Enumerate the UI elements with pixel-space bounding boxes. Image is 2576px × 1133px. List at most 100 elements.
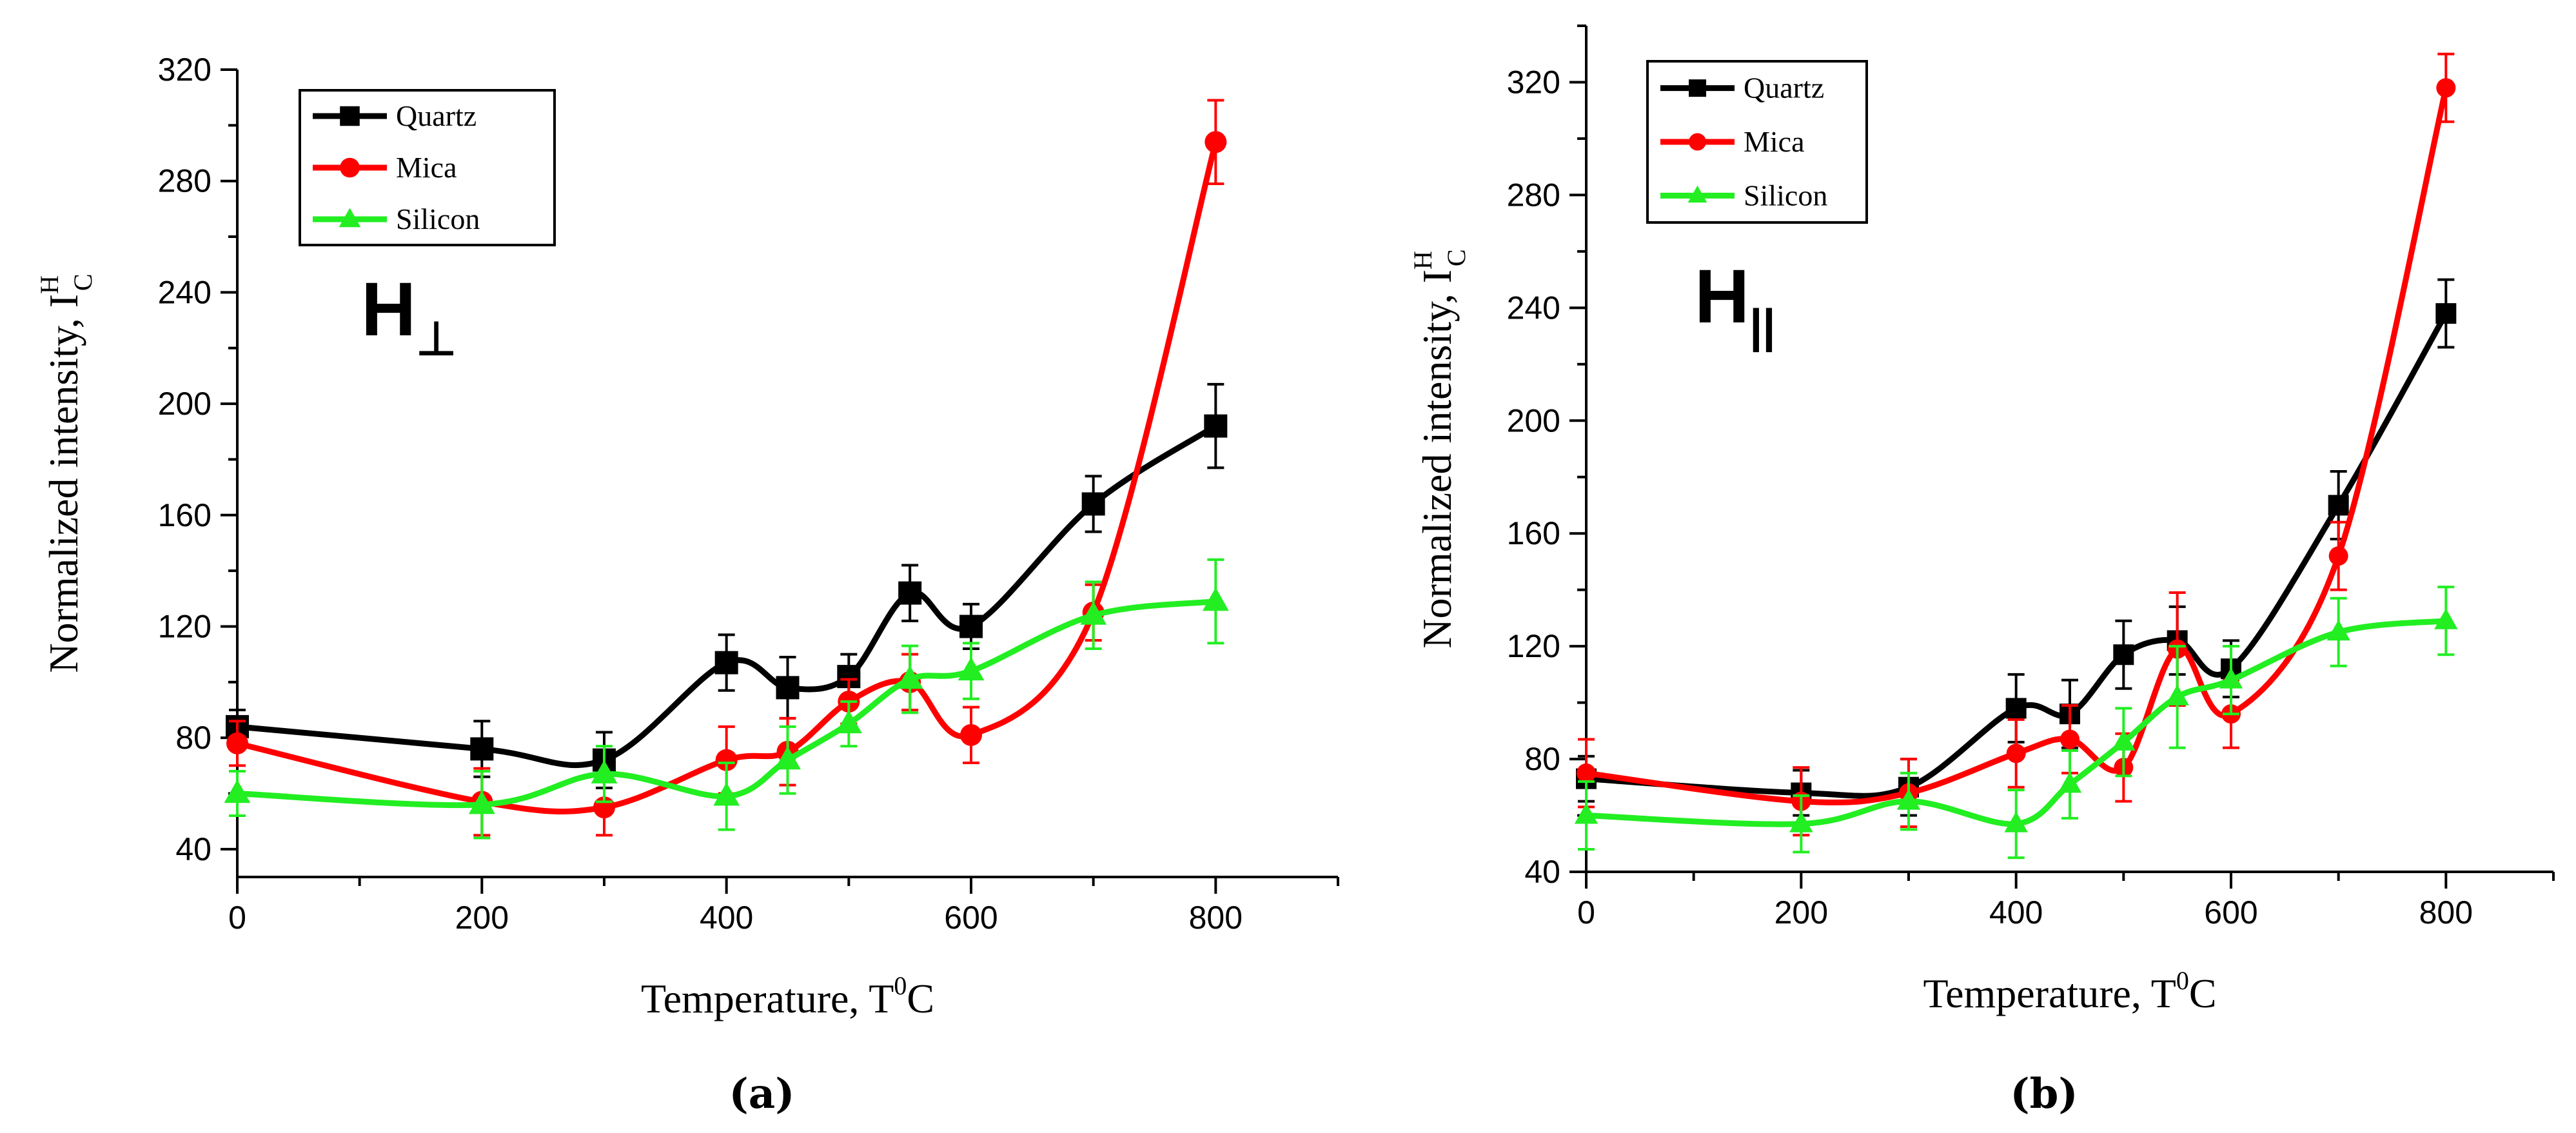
y-axis-title-sub: C [68, 273, 97, 291]
data-point [896, 665, 923, 689]
data-point [1202, 587, 1229, 611]
y-axis-title-sup: H [35, 275, 64, 294]
data-point [591, 760, 618, 783]
data-point [1577, 763, 1596, 783]
x-tick-label: 600 [2204, 894, 2257, 931]
legend-marker [340, 106, 360, 126]
data-point [837, 665, 861, 689]
y-tick-label: 280 [158, 163, 211, 199]
x-axis-title: Temperature, T0C [641, 971, 934, 1021]
data-point [1896, 789, 1921, 810]
y-tick-label: 240 [1507, 290, 1560, 326]
data-point [2328, 495, 2349, 516]
data-point [713, 782, 740, 806]
legend-marker [1689, 133, 1706, 151]
data-point [2060, 729, 2079, 749]
y-tick-label: 240 [158, 274, 211, 310]
data-point [2165, 684, 2189, 705]
data-point [2328, 546, 2348, 566]
y-tick-label: 120 [1507, 628, 1560, 664]
series-line [1583, 84, 2449, 806]
x-axis-title: Temperature, T0C [1923, 966, 2216, 1016]
data-point [774, 746, 801, 770]
legend-label: Silicon [396, 202, 480, 235]
x-tick-label: 200 [455, 900, 509, 936]
legend-item: Quartz [1660, 72, 1824, 104]
legend: Quartz Mica Silicon [1646, 60, 1868, 224]
data-point [776, 676, 800, 700]
legend-label: Mica [396, 151, 457, 184]
legend-label: Quartz [396, 99, 477, 132]
data-point [224, 779, 251, 803]
y-tick-label: 120 [158, 608, 211, 644]
data-point [2326, 619, 2350, 641]
y-tick-label: 320 [1507, 64, 1560, 100]
y-tick-label: 320 [158, 52, 211, 88]
legend-label: Silicon [1744, 179, 1827, 212]
data-point [2004, 811, 2028, 833]
y-tick-label: 280 [1507, 177, 1560, 213]
x-axis-title-unit: C [907, 976, 934, 1021]
y-axis-title-text: Normalized intensity, I [1414, 270, 1460, 649]
x-tick-label: 0 [228, 900, 246, 936]
x-axis-title-text: Temperature, T [641, 976, 894, 1021]
legend-marker [1687, 185, 1707, 203]
data-point [2435, 303, 2457, 324]
y-axis-title-sub: C [1442, 249, 1471, 266]
data-point [468, 791, 495, 814]
y-axis-title: Normalized intensity, IH C [1408, 249, 1471, 648]
y-axis-title: Normalized intensity, IH C [35, 273, 97, 673]
y-tick-label: 160 [1507, 515, 1560, 551]
data-point [714, 651, 738, 675]
legend-marker [1689, 79, 1706, 97]
series-silicon [224, 558, 1229, 840]
field-orientation-base: H [1695, 254, 1749, 339]
data-point [1204, 414, 1228, 438]
field-orientation-label: H⊥ [361, 267, 457, 365]
panel-label: (b) [2010, 1070, 2078, 1118]
y-tick-label: 80 [175, 720, 211, 756]
y-tick-label: 40 [1524, 854, 1560, 890]
data-point [835, 709, 862, 734]
legend-item: Silicon [1660, 179, 1827, 212]
data-point [959, 615, 983, 638]
y-tick-label: 200 [1507, 402, 1560, 438]
y-tick-label: 80 [1524, 741, 1560, 777]
legend-marker [339, 208, 361, 228]
data-point [1574, 803, 1598, 824]
data-point [2005, 698, 2027, 719]
data-point [2434, 608, 2458, 629]
chart-panel-1: 0 200 400 600 800 40 80 120 160 200 240 280 320 Tempe… [1408, 25, 2555, 1118]
y-tick-label: 160 [158, 497, 211, 533]
y-axis-title-text: Normalized intensity, I [41, 294, 86, 673]
x-tick-label: 400 [1989, 894, 2043, 931]
x-axis-title-sup: 0 [894, 971, 907, 1000]
data-point [2219, 667, 2243, 689]
legend-item: Mica [313, 151, 457, 184]
field-orientation-base: H [361, 267, 416, 352]
panel-label: (a) [729, 1070, 794, 1118]
x-tick-label: 400 [700, 900, 753, 936]
y-axis-title-sup: H [1408, 251, 1437, 270]
legend-label: Mica [1744, 125, 1805, 158]
field-orientation-sub: || [1749, 300, 1775, 352]
x-tick-label: 600 [944, 900, 998, 936]
x-tick-label: 200 [1775, 894, 1828, 931]
legend-item: Mica [1660, 125, 1805, 158]
data-point [960, 724, 982, 746]
x-axis-title-sup: 0 [2176, 966, 2189, 995]
series-silicon [1574, 586, 2458, 860]
data-point [470, 737, 494, 761]
series-line [1583, 310, 2449, 799]
x-tick-label: 800 [1189, 900, 1243, 936]
y-tick-label: 200 [158, 386, 211, 422]
data-point [226, 732, 248, 754]
data-point [898, 581, 922, 605]
data-point [715, 749, 738, 771]
x-axis-title-text: Temperature, T [1923, 970, 2176, 1016]
x-tick-label: 0 [1577, 894, 1595, 931]
data-point [1204, 131, 1227, 153]
data-point [2436, 78, 2456, 98]
data-point [2006, 744, 2026, 764]
